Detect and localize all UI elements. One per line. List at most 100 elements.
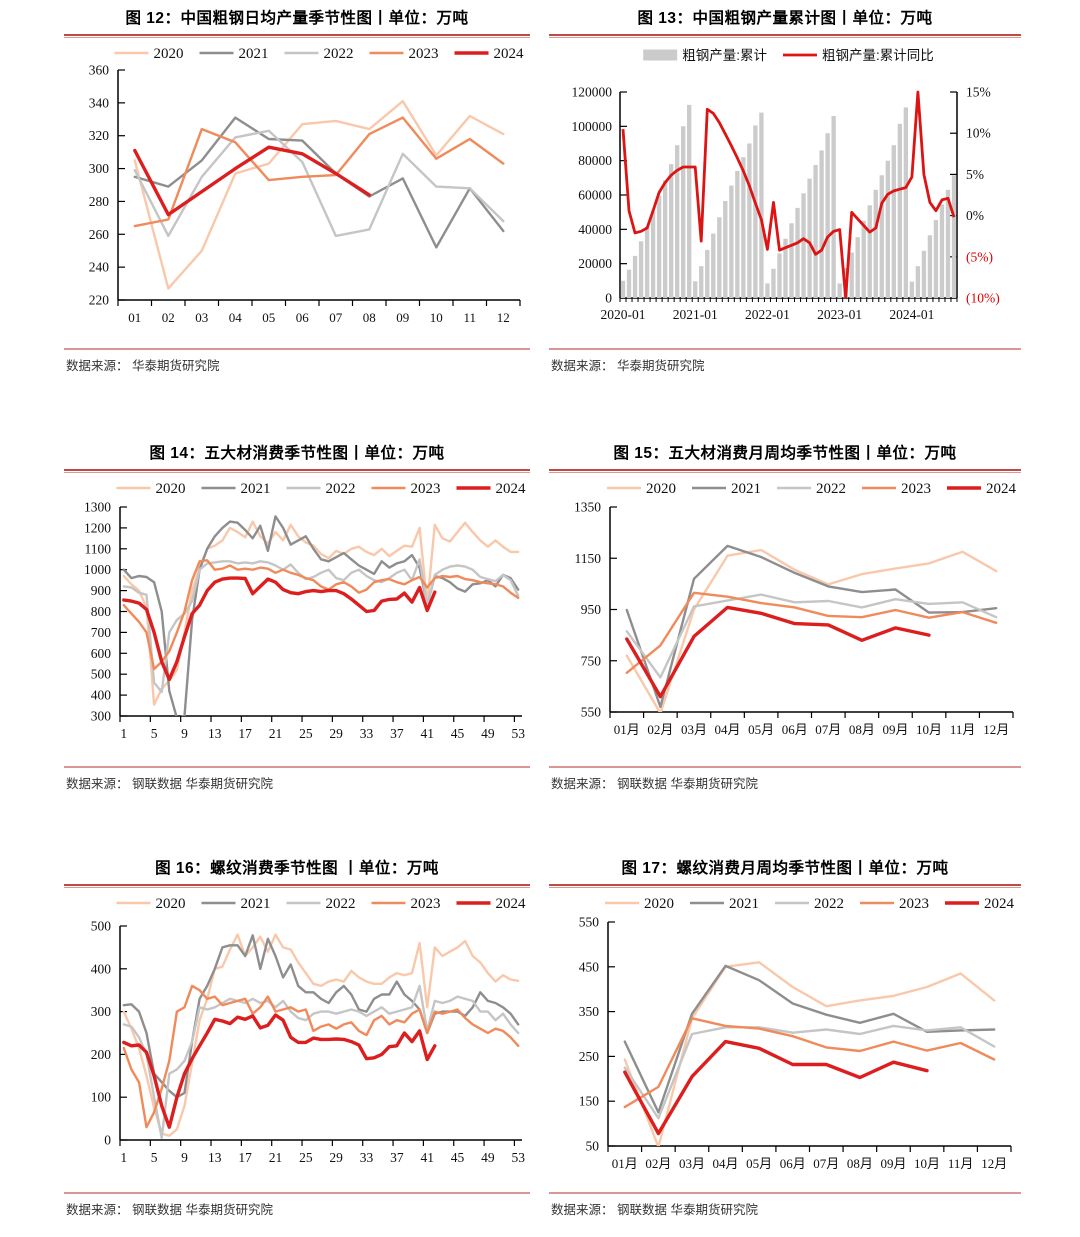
- svg-text:500: 500: [91, 667, 112, 682]
- figure-12-chart: 2020 2021 2022 2023 2024 220 240 260 280 300 320 34…: [89, 46, 524, 325]
- series-2020: [122, 933, 520, 1137]
- figure-15-title: 图 15：五大材消费月周均季节性图丨单位：万吨: [613, 445, 957, 462]
- series-2023: [625, 591, 998, 674]
- svg-text:33: 33: [360, 1150, 374, 1165]
- figure-12-source: 数据来源： 华泰期货研究院: [66, 359, 220, 373]
- svg-text:07月: 07月: [815, 722, 841, 737]
- svg-text:12: 12: [497, 310, 510, 325]
- svg-text:25: 25: [299, 726, 313, 741]
- series-2021: [625, 544, 998, 709]
- svg-text:2020: 2020: [154, 46, 184, 62]
- svg-text:12月: 12月: [983, 722, 1009, 737]
- series-2021: [133, 116, 505, 249]
- figure-15-chart: 2020 2021 2022 2023 2024 550 750 950 1150 1350 01月…: [574, 481, 1017, 737]
- svg-text:07月: 07月: [813, 1156, 839, 1171]
- svg-text:2024: 2024: [496, 896, 527, 912]
- svg-text:40000: 40000: [578, 222, 612, 237]
- svg-text:01月: 01月: [614, 722, 640, 737]
- svg-text:04月: 04月: [713, 1156, 739, 1171]
- svg-text:41: 41: [420, 1150, 434, 1165]
- series-2020: [625, 548, 998, 712]
- svg-text:200: 200: [91, 1047, 112, 1062]
- svg-text:49: 49: [481, 726, 495, 741]
- svg-text:360: 360: [89, 63, 110, 78]
- svg-text:17: 17: [238, 726, 252, 741]
- legend-swatch: [643, 49, 678, 61]
- figure-17-source: 数据来源： 钢联数据 华泰期货研究院: [551, 1203, 758, 1217]
- svg-text:2020: 2020: [646, 481, 676, 497]
- svg-text:950: 950: [581, 602, 602, 617]
- svg-text:05月: 05月: [748, 722, 774, 737]
- svg-text:2021: 2021: [239, 46, 269, 62]
- series-2021: [623, 964, 996, 1114]
- series-2022: [133, 129, 505, 238]
- series-2021: [122, 934, 520, 1099]
- svg-text:2020-01: 2020-01: [601, 307, 646, 322]
- figure-12-title-rule: [64, 34, 530, 38]
- svg-text:53: 53: [511, 1150, 525, 1165]
- svg-text:05: 05: [262, 310, 275, 325]
- figure-15: 图 15：五大材消费月周均季节性图丨单位：万吨 2020 2021 2022 2023…: [549, 441, 1021, 792]
- figure-16-source-rule: [64, 1192, 530, 1194]
- svg-text:06月: 06月: [780, 1156, 806, 1171]
- svg-text:900: 900: [91, 583, 112, 598]
- svg-text:0: 0: [605, 291, 612, 306]
- svg-text:2020: 2020: [156, 896, 186, 912]
- svg-text:2021: 2021: [241, 481, 271, 497]
- svg-text:10: 10: [430, 310, 443, 325]
- svg-text:1: 1: [120, 1150, 127, 1165]
- svg-text:29: 29: [329, 726, 343, 741]
- svg-text:08: 08: [363, 310, 376, 325]
- svg-text:350: 350: [579, 1004, 600, 1019]
- svg-text:0%: 0%: [966, 208, 984, 223]
- svg-text:06月: 06月: [782, 722, 808, 737]
- svg-text:09月: 09月: [882, 722, 908, 737]
- svg-text:12月: 12月: [981, 1156, 1007, 1171]
- figure-17-title: 图 17：螺纹消费月周均季节性图丨单位：万吨: [621, 860, 949, 877]
- series-2022: [623, 1024, 996, 1120]
- series-2023: [133, 116, 505, 228]
- svg-text:粗钢产量:累计: 粗钢产量:累计: [682, 48, 767, 63]
- svg-text:700: 700: [91, 625, 112, 640]
- svg-text:280: 280: [89, 194, 110, 209]
- svg-text:600: 600: [91, 646, 112, 661]
- svg-text:50: 50: [586, 1139, 600, 1154]
- svg-text:340: 340: [89, 95, 110, 110]
- svg-text:04: 04: [229, 310, 243, 325]
- svg-text:05月: 05月: [746, 1156, 772, 1171]
- svg-text:220: 220: [89, 293, 110, 308]
- figure-14-source: 数据来源： 钢联数据 华泰期货研究院: [66, 777, 273, 791]
- svg-text:800: 800: [91, 604, 112, 619]
- svg-text:37: 37: [390, 726, 404, 741]
- svg-text:01: 01: [128, 310, 141, 325]
- svg-text:2022: 2022: [326, 896, 356, 912]
- svg-text:1200: 1200: [84, 520, 111, 535]
- svg-text:250: 250: [579, 1049, 600, 1064]
- svg-text:300: 300: [89, 161, 110, 176]
- svg-text:2022: 2022: [324, 46, 354, 62]
- svg-text:2021: 2021: [731, 481, 761, 497]
- svg-text:2022-01: 2022-01: [745, 307, 790, 322]
- svg-text:400: 400: [91, 688, 112, 703]
- svg-text:45: 45: [451, 726, 465, 741]
- svg-text:29: 29: [329, 1150, 343, 1165]
- svg-text:49: 49: [481, 1150, 495, 1165]
- svg-text:03: 03: [195, 310, 208, 325]
- svg-text:120000: 120000: [572, 85, 613, 100]
- svg-text:33: 33: [360, 726, 374, 741]
- series-2022: [625, 593, 998, 679]
- svg-text:08月: 08月: [847, 1156, 873, 1171]
- svg-text:07: 07: [329, 310, 343, 325]
- svg-text:06: 06: [296, 310, 310, 325]
- svg-text:300: 300: [91, 709, 112, 724]
- figure-17-source-rule: [549, 1192, 1021, 1194]
- svg-text:2020: 2020: [156, 481, 186, 497]
- series-2023: [623, 1017, 996, 1109]
- svg-text:2023: 2023: [901, 481, 931, 497]
- svg-text:01月: 01月: [612, 1156, 638, 1171]
- svg-text:2021: 2021: [729, 896, 759, 912]
- svg-text:37: 37: [390, 1150, 404, 1165]
- svg-text:5: 5: [151, 1150, 158, 1165]
- svg-text:240: 240: [89, 260, 110, 275]
